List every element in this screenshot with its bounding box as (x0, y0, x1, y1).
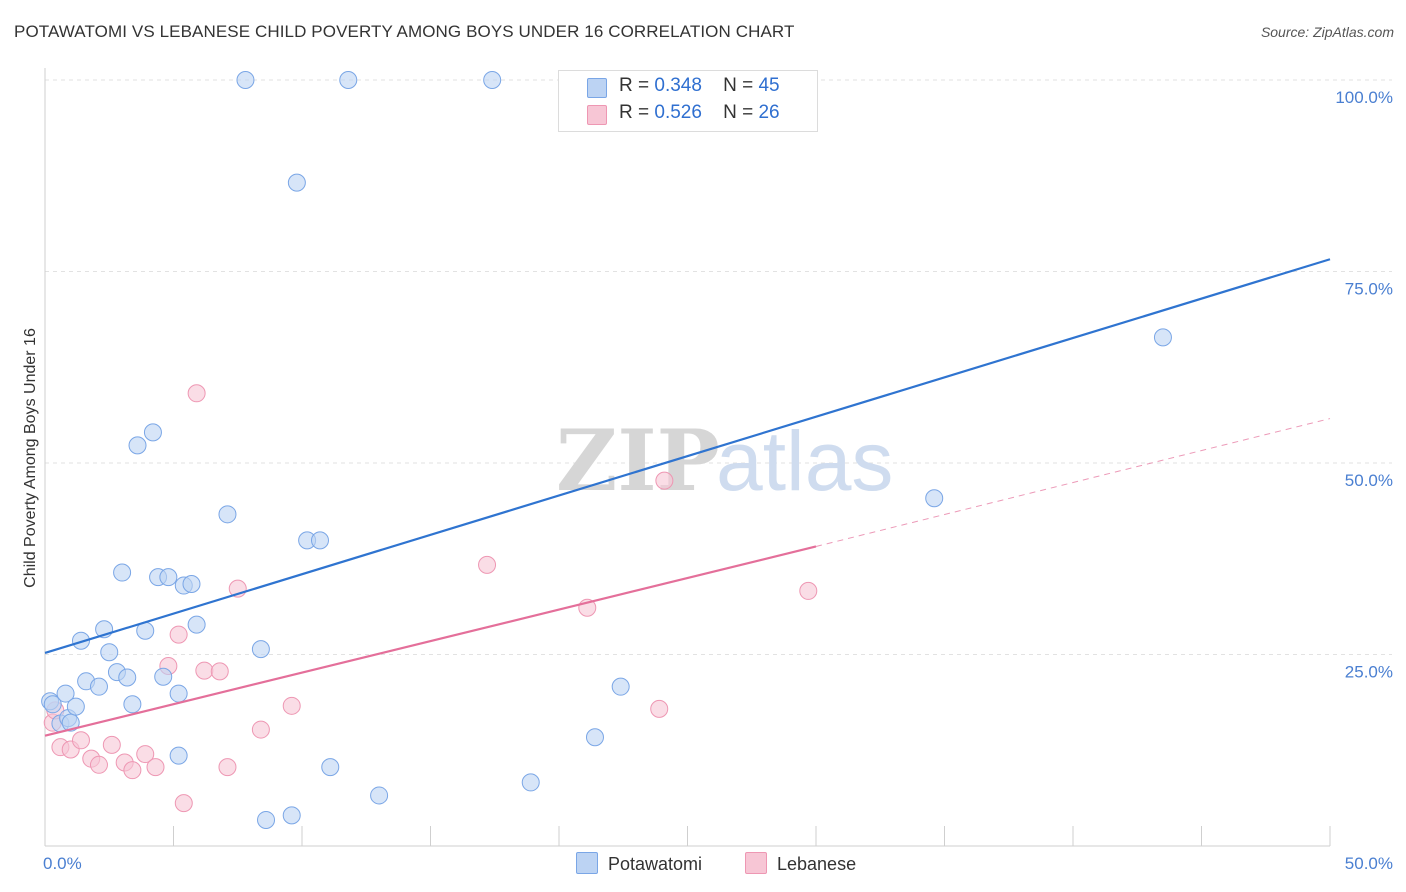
bottom-legend-lebanese: Lebanese (745, 852, 856, 875)
lebanese-point (136, 745, 155, 764)
bottom-swatch-pink (745, 852, 767, 874)
axes (44, 68, 1331, 847)
y-axis-label: Child Poverty Among Boys Under 16 (22, 328, 39, 588)
potawatomi-point (310, 531, 329, 550)
potawatomi-point (218, 505, 237, 524)
potawatomi-point (89, 677, 108, 696)
potawatomi-point (113, 563, 132, 582)
bottom-legend-label-lebanese: Lebanese (777, 854, 857, 874)
potawatomi-point (143, 423, 162, 442)
source-label: Source: ZipAtlas.com (1260, 24, 1394, 40)
potawatomi-point (187, 615, 206, 634)
potawatomi-point (169, 684, 188, 703)
bottom-legend-label-potawatomi: Potawatomi (608, 854, 703, 874)
potawatomi-point (118, 668, 137, 687)
potawatomi-point (925, 489, 944, 508)
potawatomi-point (251, 640, 270, 659)
lebanese-point (655, 471, 674, 490)
potawatomi-point (123, 695, 142, 714)
potawatomi-point (43, 695, 62, 714)
lebanese-point (89, 755, 108, 774)
potawatomi-point (611, 677, 630, 696)
potawatomi-points (41, 71, 1172, 829)
y-tick-label: 75.0% (1345, 280, 1393, 299)
potawatomi-point (169, 746, 188, 765)
lebanese-point (174, 794, 193, 813)
potawatomi-point (128, 436, 147, 455)
potawatomi-point (159, 568, 178, 587)
x-tick-label: 50.0% (1345, 854, 1393, 873)
potawatomi-regression-line (44, 258, 1331, 655)
watermark-atlas: atlas (716, 414, 893, 508)
legend-text-potawatomi: R = 0.348 N = 45 (619, 75, 780, 97)
potawatomi-point (521, 773, 540, 792)
bottom-legend-potawatomi: Potawatomi (576, 852, 702, 875)
lebanese-point (650, 699, 669, 718)
bottom-swatch-blue (576, 852, 598, 874)
legend-text-lebanese: R = 0.526 N = 26 (619, 102, 780, 124)
lebanese-regression-line (44, 545, 817, 737)
lebanese-point (282, 696, 301, 715)
potawatomi-point (100, 643, 119, 662)
potawatomi-point (321, 758, 340, 777)
watermark: ZIP atlas (556, 411, 893, 510)
potawatomi-point (282, 806, 301, 825)
grid-lines (45, 79, 1392, 655)
potawatomi-point (182, 575, 201, 594)
lebanese-point (478, 555, 497, 574)
potawatomi-point (66, 697, 85, 716)
n-value-potawatomi: 45 (758, 75, 780, 96)
lebanese-point (218, 758, 237, 777)
lebanese-point (187, 384, 206, 403)
watermark-zip: ZIP (556, 411, 720, 510)
r-value-potawatomi: 0.348 (654, 75, 702, 96)
r-value-lebanese: 0.526 (654, 102, 702, 123)
n-label: N = (723, 102, 754, 123)
lebanese-point (195, 661, 214, 680)
r-label: R = (619, 75, 650, 96)
lebanese-point (102, 735, 121, 754)
potawatomi-point (339, 71, 358, 89)
lebanese-point (123, 761, 142, 780)
lebanese-point (251, 720, 270, 739)
potawatomi-point (370, 786, 389, 805)
chart-title: POTAWATOMI VS LEBANESE CHILD POVERTY AMO… (14, 22, 795, 41)
potawatomi-point (1153, 328, 1172, 347)
tick-labels: 100.0% 75.0% 50.0% 25.0% 0.0% 50.0% (43, 88, 1393, 873)
stats-legend: R = 0.348 N = 45 R = 0.526 N = 26 (558, 70, 818, 132)
lebanese-point (146, 758, 165, 777)
y-tick-label: 25.0% (1345, 663, 1393, 682)
n-label: N = (723, 75, 754, 96)
y-tick-label: 50.0% (1345, 471, 1393, 490)
potawatomi-point (287, 173, 306, 192)
y-tick-label: 100.0% (1335, 88, 1393, 107)
lebanese-point (799, 581, 818, 600)
lebanese-point (169, 625, 188, 644)
potawatomi-point (257, 810, 276, 829)
potawatomi-point (483, 71, 502, 89)
r-label: R = (619, 102, 650, 123)
regression-lines (44, 258, 1331, 737)
n-value-lebanese: 26 (758, 102, 780, 123)
potawatomi-point (236, 71, 255, 89)
potawatomi-point (71, 631, 90, 650)
x-tick-label: 0.0% (43, 854, 82, 873)
lebanese-regression-extension (815, 418, 1331, 547)
lebanese-point (210, 662, 229, 681)
potawatomi-point (585, 728, 604, 747)
lebanese-point (71, 731, 90, 750)
legend-swatch-pink (587, 105, 607, 125)
potawatomi-point (154, 667, 173, 686)
potawatomi-point (61, 713, 80, 732)
legend-swatch-blue (587, 78, 607, 98)
potawatomi-point (56, 684, 75, 703)
lebanese-points (43, 384, 818, 813)
